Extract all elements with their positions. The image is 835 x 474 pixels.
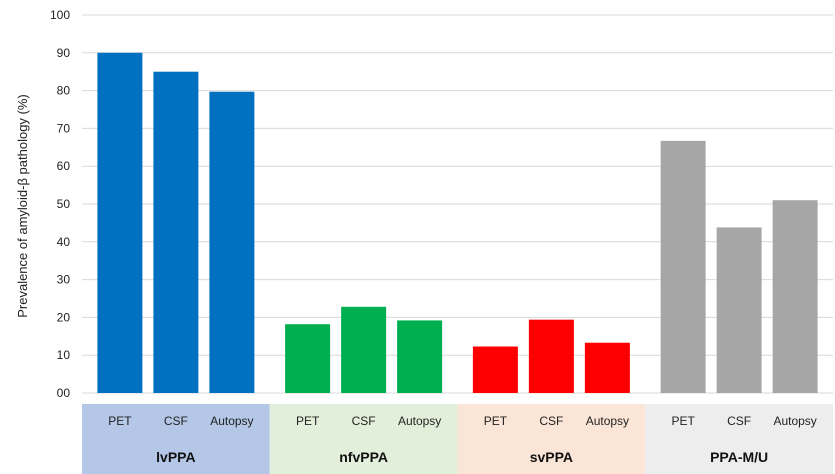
y-tick-label: 10 [57, 348, 71, 362]
bar-lvppa-csf [153, 71, 199, 393]
bar-category-label: CSF [727, 414, 751, 428]
bar-lvppa-pet [97, 52, 143, 394]
category-labels: PET CSF Autopsy lvPPA PET CSF Autopsy nfvPPA PET… [108, 414, 817, 465]
bars [97, 52, 818, 394]
bar-nfvppa-autopsy [397, 320, 443, 393]
y-tick-label: 40 [57, 235, 71, 249]
y-tick-label: 80 [57, 84, 71, 98]
group-band-svppa [457, 404, 646, 474]
y-tick-label: 00 [57, 386, 71, 400]
bar-category-label: PET [108, 414, 132, 428]
group-band-nfvppa [269, 404, 458, 474]
bar-category-label: CSF [164, 414, 188, 428]
y-tick-label: 30 [57, 273, 71, 287]
bar-category-label: CSF [352, 414, 376, 428]
y-axis-ticks: 00 10 20 30 40 50 60 70 80 90 100 [50, 8, 70, 400]
group-bands [82, 404, 833, 474]
y-tick-label: 100 [50, 8, 70, 22]
group-label: lvPPA [156, 449, 195, 465]
group-label: nfvPPA [339, 449, 388, 465]
bar-category-label: PET [671, 414, 695, 428]
bar-lvppa-autopsy [209, 91, 255, 393]
bar-category-label: Autopsy [586, 414, 629, 428]
bar-nfvppa-csf [341, 306, 387, 393]
y-tick-label: 90 [57, 46, 71, 60]
bar-category-label: PET [296, 414, 320, 428]
y-tick-label: 60 [57, 159, 71, 173]
y-tick-label: 50 [57, 197, 71, 211]
bar-ppa-m-u-csf [716, 227, 762, 393]
bar-ppa-m-u-autopsy [772, 200, 818, 393]
bar-category-label: CSF [539, 414, 563, 428]
y-axis-title: Prevalence of amyloid-β pathology (%) [15, 94, 30, 318]
bar-svppa-autopsy [584, 342, 630, 393]
bar-category-label: PET [484, 414, 508, 428]
grid-lines [82, 14, 833, 394]
bar-category-label: Autopsy [398, 414, 441, 428]
y-tick-label: 70 [57, 121, 71, 135]
bar-category-label: Autopsy [773, 414, 816, 428]
group-band-lvppa [82, 404, 270, 474]
group-label: PPA-M/U [710, 449, 768, 465]
bar-category-label: Autopsy [210, 414, 253, 428]
bar-svppa-pet [472, 346, 518, 393]
bar-svppa-csf [528, 319, 574, 393]
group-label: svPPA [530, 449, 573, 465]
y-tick-label: 20 [57, 310, 71, 324]
group-band-ppa-m-u [645, 404, 833, 474]
bar-ppa-m-u-pet [660, 140, 706, 393]
bar-nfvppa-pet [285, 324, 331, 393]
